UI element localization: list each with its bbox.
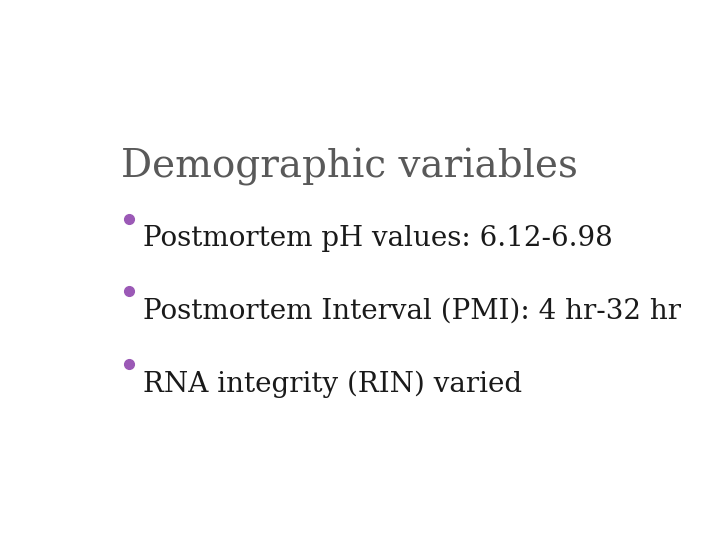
Text: Demographic variables: Demographic variables xyxy=(121,148,577,186)
Text: Postmortem Interval (PMI): 4 hr-32 hr: Postmortem Interval (PMI): 4 hr-32 hr xyxy=(143,298,681,325)
Text: Postmortem pH values: 6.12-6.98: Postmortem pH values: 6.12-6.98 xyxy=(143,225,613,252)
Text: RNA integrity (RIN) varied: RNA integrity (RIN) varied xyxy=(143,370,522,398)
